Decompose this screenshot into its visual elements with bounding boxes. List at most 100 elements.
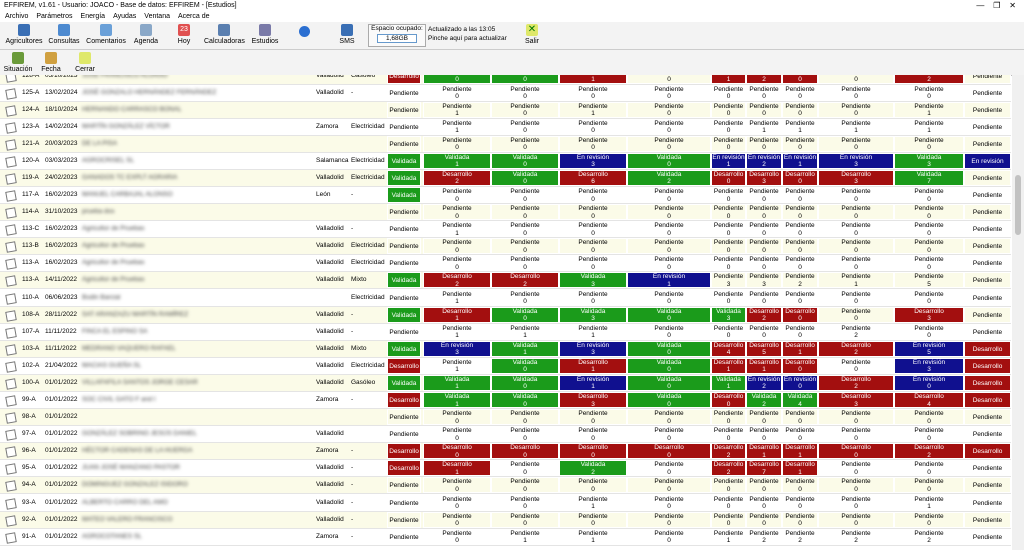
- storage-label: Espacio ocupado:: [371, 25, 423, 32]
- stage-count: 1: [854, 127, 858, 135]
- stage-count: 3: [726, 315, 731, 323]
- table-row[interactable]: 108-A 28/11/2022 SAT ARANZAZU MARTÍN RAMÍR…: [0, 306, 1011, 324]
- table-row[interactable]: 110-A 06/06/2023 Bodin Barcial Electricidad…: [0, 289, 1011, 307]
- stage-label: Pendiente: [713, 324, 744, 332]
- table-row[interactable]: 123-A 14/02/2024 MARTÍN GONZÁLEZ VÍCTOR Zam…: [0, 118, 1011, 136]
- table-row[interactable]: 93-A 01/01/2022 ALBERTO CARRO DEL AMO Valla…: [0, 494, 1011, 512]
- stage-count: 1: [762, 127, 766, 135]
- table-row[interactable]: 113-B 16/02/2023 Agricultor de Pruebas Vall…: [0, 238, 1011, 256]
- stage-count: 2: [762, 400, 766, 408]
- toolbar-button[interactable]: Calculadoras: [204, 24, 245, 45]
- toolbar-button[interactable]: 23 Hoy: [172, 24, 196, 45]
- stage-count: 0: [798, 298, 802, 306]
- table-row[interactable]: 91-A 01/01/2022 AGROCOTANES SL Zamora - Pendi…: [0, 528, 1011, 546]
- stage-label: Pendiente: [578, 478, 608, 486]
- exit-button[interactable]: ✕ Salir: [520, 24, 544, 45]
- table-row[interactable]: 114-A 31/10/2023 prueba dos Pendiente Pendie…: [0, 204, 1011, 222]
- table-row[interactable]: 128-A 05/10/2023 JOSÉ FRANCISCO ALONSO Vall…: [0, 75, 1011, 85]
- info-icon[interactable]: [299, 26, 310, 37]
- stage-count: 0: [854, 366, 858, 374]
- final-status: Desarrollo: [964, 392, 1011, 409]
- stage-label: Pendiente: [785, 290, 815, 298]
- table-row[interactable]: 94-A 01/01/2022 DOMINGUEZ GONZALEZ ISIDORO…: [0, 477, 1011, 495]
- table-row[interactable]: 117-A 16/02/2023 MANUEL CARBAJAL ALONSO Leó…: [0, 187, 1011, 205]
- study-date: 01/01/2022: [45, 481, 78, 489]
- table-row[interactable]: 113-A 16/02/2023 Agricultor de Pruebas Vall…: [0, 255, 1011, 273]
- table-row[interactable]: 100-A 01/01/2022 VILLAFAFILA SANTOS JORGE …: [0, 374, 1011, 392]
- table-row[interactable]: 103-A 11/11/2022 MEDRANO VAQUERO RAFAEL Val…: [0, 340, 1011, 358]
- scrollbar[interactable]: [1012, 75, 1024, 550]
- update-box[interactable]: Actualizado a las 13:05 Pinche aquí para…: [428, 25, 507, 43]
- study-status: Pendiente: [387, 118, 421, 135]
- menu-item[interactable]: Parámetros: [36, 13, 73, 20]
- menu-item[interactable]: Energía: [80, 13, 106, 20]
- stage-label: Pendiente: [914, 273, 944, 281]
- stage-count: 0: [854, 434, 858, 442]
- table-row[interactable]: 121-A 20/03/2023 DE LA PISA Pendiente Pendie…: [0, 135, 1011, 153]
- table-row[interactable]: 107-A 11/11/2022 FINCA EL ESPINO SA Vallado…: [0, 323, 1011, 341]
- sub-toolbar-button[interactable]: Cerrar: [70, 52, 100, 73]
- table-row[interactable]: 97-A 01/01/2022 GONZÁLEZ SOBRINO JESÚS DAN…: [0, 426, 1011, 444]
- stage-label: Validada: [916, 153, 942, 161]
- study-code: 124-A: [22, 105, 40, 113]
- table-row[interactable]: 92-A 01/01/2022 MATEO VALERO FRANCISCO Vall…: [0, 511, 1011, 529]
- toolbar-button[interactable]: Consultas: [48, 24, 80, 45]
- table-row[interactable]: 113-C 16/02/2023 Agricultor de Pruebas Vall…: [0, 221, 1011, 239]
- stage-label: Desarrollo: [747, 75, 781, 76]
- stage-count: 0: [667, 315, 671, 323]
- menu-item[interactable]: Ayudas: [113, 13, 137, 20]
- stage-cell: Validada 3: [559, 306, 627, 323]
- table-row[interactable]: 120-A 03/03/2023 AGROCRISEL SL Salamanca Ele…: [0, 152, 1011, 170]
- table-row[interactable]: 99-A 01/01/2022 SOC CIVIL GATO F and I Zamo…: [0, 392, 1011, 410]
- stage-label: Pendiente: [510, 205, 540, 213]
- toolbar-button[interactable]: Agenda: [132, 24, 160, 45]
- sub-toolbar-button[interactable]: Situación: [3, 52, 33, 73]
- update-action[interactable]: Pinche aquí para actualizar: [428, 35, 507, 42]
- toolbar-button[interactable]: SMS: [336, 24, 358, 45]
- table-row[interactable]: 102-A 21/04/2022 MACIAS GUEÑA SL Valladolid…: [0, 357, 1011, 375]
- menu-item[interactable]: Archivo: [5, 13, 29, 20]
- toolbar-button[interactable]: Comentarios: [84, 24, 128, 45]
- stage-cell: Pendiente 1: [818, 272, 894, 289]
- table-row[interactable]: 119-A 24/02/2023 GANADOS TC EXPLT AGRARIA V…: [0, 169, 1011, 187]
- table-row[interactable]: 113-A 14/11/2022 Agricultor de Pruebas Vall…: [0, 272, 1011, 290]
- table-row[interactable]: 124-A 18/10/2024 HERNANDO CARRASCO BONAL Pe…: [0, 101, 1011, 119]
- farmer-name: ALBERTO CARRO DEL AMO: [82, 498, 168, 506]
- stage-count: 1: [591, 503, 595, 510]
- sub-toolbar-button[interactable]: Fecha: [36, 52, 66, 73]
- menu-item[interactable]: Ventana: [144, 13, 170, 20]
- stage-count: 0: [455, 503, 459, 510]
- table-row[interactable]: 95-A 01/01/2022 JUAN JOSÉ MANZANO PASTOR Va…: [0, 460, 1011, 478]
- energy-type: Gasóleo: [351, 75, 376, 79]
- menu-item[interactable]: Acerca de: [178, 13, 210, 20]
- table-row[interactable]: 98-A 01/01/2022 Pendiente Pendiente 0 Pendien…: [0, 409, 1011, 427]
- study-code: 113-A: [22, 259, 39, 267]
- toolbar-button[interactable]: Estudios: [250, 24, 280, 45]
- stage-label: Desarrollo: [578, 393, 608, 401]
- stage-count: 4: [798, 400, 802, 408]
- stage-label: Desarrollo: [914, 307, 944, 315]
- final-status: Pendiente: [964, 187, 1011, 204]
- toolbar-button[interactable]: Agricultores: [4, 24, 44, 45]
- stage-label: Validada: [492, 75, 558, 76]
- stage-label: En revisión: [747, 153, 781, 161]
- table-row[interactable]: 125-A 13/02/2024 JOSÉ GONZALO HERNÁNDEZ FE…: [0, 84, 1011, 102]
- city: Valladolid: [316, 310, 344, 318]
- table-row[interactable]: 96-A 01/01/2022 HÉCTOR CADENAS DE LA HUERG…: [0, 443, 1011, 461]
- stage-label: Desarrollo: [578, 444, 608, 452]
- stage-label: Pendiente: [914, 410, 944, 418]
